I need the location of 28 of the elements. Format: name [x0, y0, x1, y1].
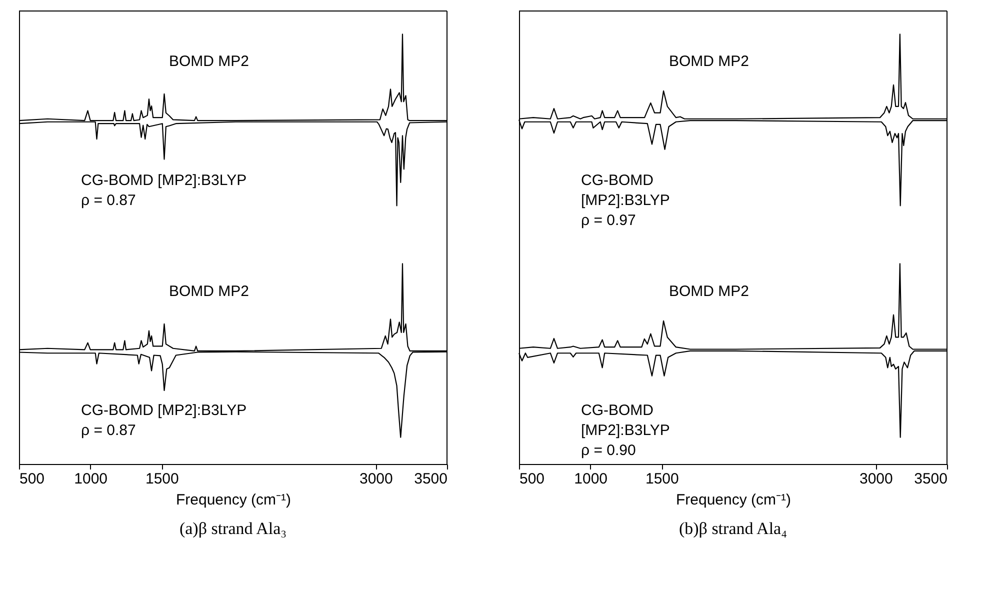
- annotation: [MP2]:B3LYP: [581, 422, 670, 439]
- annotation: CG-BOMD: [581, 172, 654, 189]
- annotation: CG-BOMD: [581, 402, 654, 419]
- annotation: ρ = 0.90: [581, 442, 636, 459]
- x-tick-label: 1500: [145, 470, 179, 488]
- annotation: ρ = 0.97: [581, 212, 636, 229]
- annotation: [MP2]:B3LYP: [581, 192, 670, 209]
- annotation: BOMD MP2: [169, 53, 250, 70]
- x-tick-label: 1000: [574, 470, 608, 488]
- x-tick-label: 1500: [645, 470, 679, 488]
- x-axis-title: Frequency (cm⁻¹): [176, 492, 292, 508]
- x-tick-label: 3000: [859, 470, 893, 488]
- annotation: BOMD MP2: [669, 53, 750, 70]
- x-tick-label: 3000: [359, 470, 393, 488]
- x-tick-label: 3500: [414, 470, 448, 488]
- x-tick-label: 3500: [914, 470, 948, 488]
- text: (b)β strand Ala₄: [678, 519, 788, 538]
- x-axis-title: Frequency (cm⁻¹): [676, 492, 792, 508]
- annotation: ρ = 0.87: [81, 192, 136, 209]
- annotation: ρ = 0.87: [81, 422, 136, 439]
- annotation: BOMD MP2: [169, 283, 250, 300]
- annotation: BOMD MP2: [669, 283, 750, 300]
- x-tick-label: 500: [520, 470, 545, 488]
- annotation: CG-BOMD [MP2]:B3LYP: [81, 172, 247, 189]
- text: (a)β strand Ala₃: [179, 519, 287, 538]
- annotation: CG-BOMD [MP2]:B3LYP: [81, 402, 247, 419]
- x-tick-label: 500: [20, 470, 45, 488]
- x-tick-label: 1000: [74, 470, 108, 488]
